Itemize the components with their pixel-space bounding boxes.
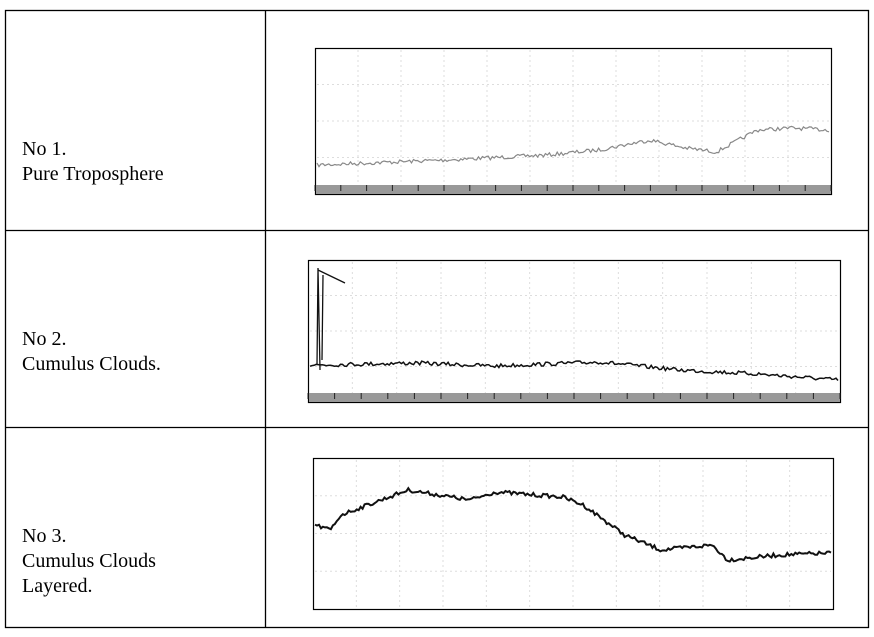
row-label: Cumulus Clouds. [22,353,161,375]
row-number: No 2. [22,328,66,350]
recording-image [308,261,841,403]
row-label: Cumulus Clouds [22,550,156,572]
text-cells: No 1. Pure Troposphere No 2. Cumulus Clouds… [22,138,164,597]
recording-image [314,459,834,610]
document: No 1. Pure Troposphere No 2. Cumulus Clouds… [0,0,874,632]
recording-images [308,49,841,610]
page: {"table": {"rows": [ ["No 1.", "Pure Tro… [0,0,874,632]
row-label: Layered. [22,575,93,597]
recording-image [315,49,832,195]
row-number: No 3. [22,525,66,547]
row-label: Pure Troposphere [22,163,164,185]
row-number: No 1. [22,138,66,160]
